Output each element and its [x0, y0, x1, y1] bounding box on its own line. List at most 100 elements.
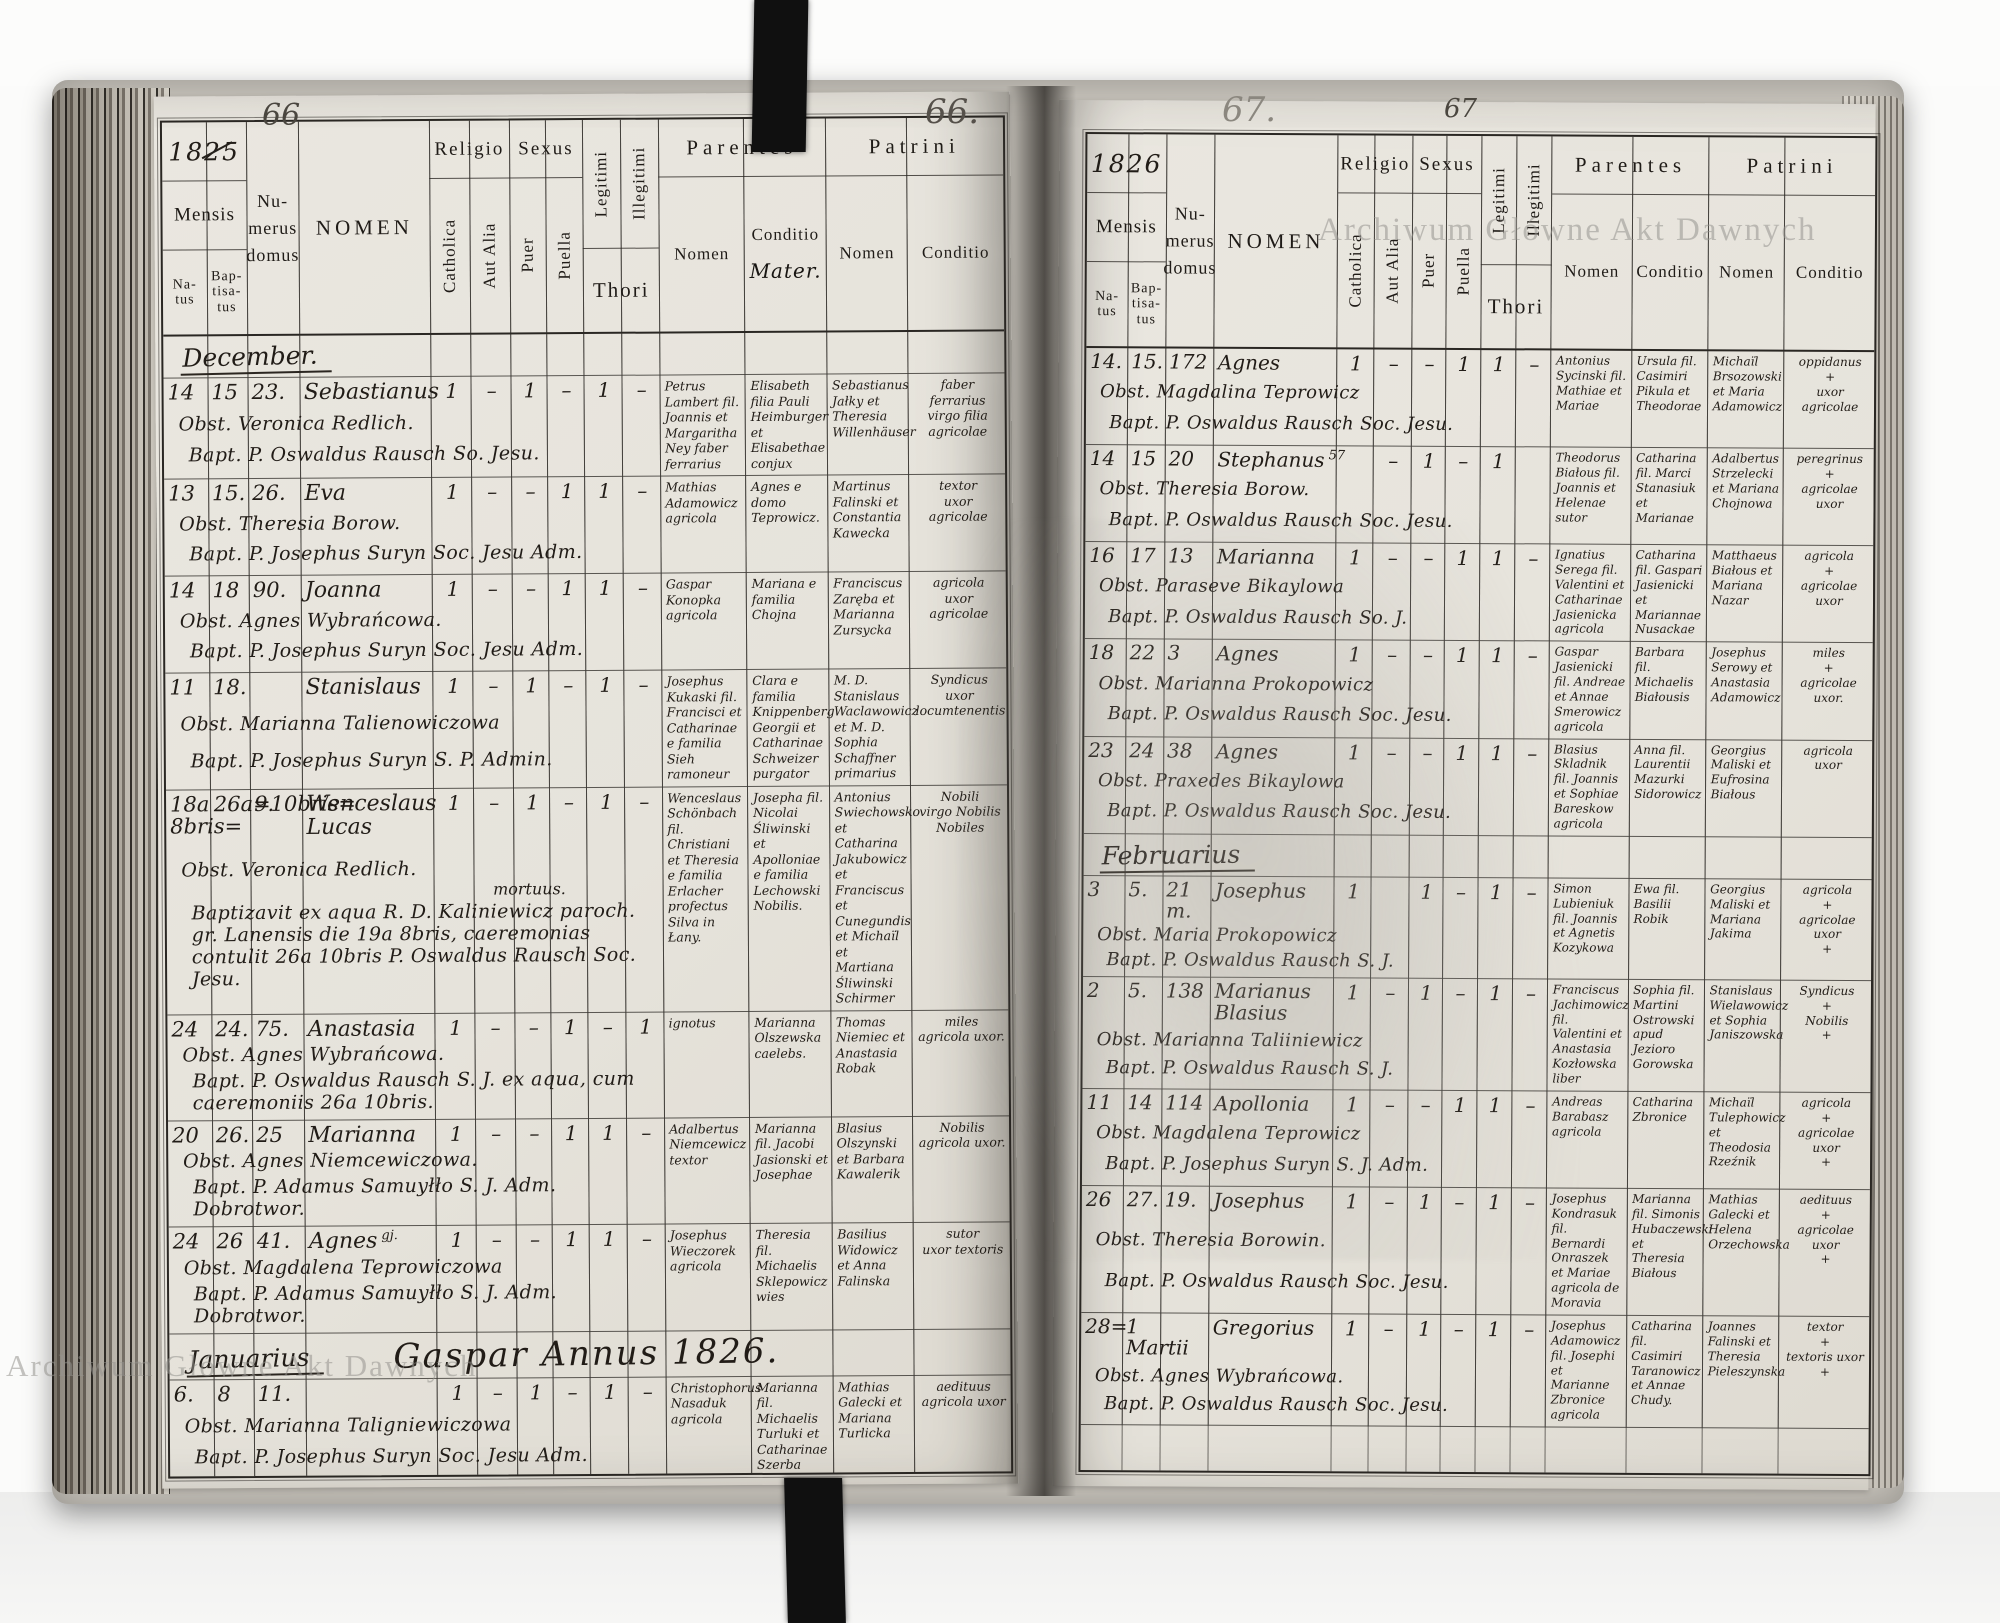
- natus-day: 14: [1089, 446, 1116, 471]
- parentes-nomen: Petrus Lambert fil. Joannis et Margarith…: [664, 378, 740, 472]
- mark-puer: 1: [523, 378, 537, 403]
- page-right: 1826 Mensis Na- tus Bap- tisa- tus Nu- m…: [1052, 99, 1881, 1491]
- parentes-conditio: Anna fil. Laurentii Mazurki Sidorowicz: [1634, 742, 1702, 802]
- mark-catholica: 1: [447, 790, 461, 815]
- col-patrini: Patrini: [1708, 137, 1876, 197]
- midwife-line: Obst. Paraseve Bikaylowa: [1098, 575, 1345, 598]
- parentes-nomen: Josephus Kondrasuk fil. Bernardi Onrasze…: [1551, 1191, 1620, 1310]
- col-illegitimi: Illegitimi: [629, 146, 649, 221]
- natus-day: 24: [171, 1016, 199, 1042]
- col-legitimi: Legitimi: [591, 150, 611, 218]
- record-grid: 11 14 114 Apollonia 1 – – 1 1 – Obst. Ma…: [1082, 1089, 1870, 1189]
- record-grid: 14 15 23. Sebastianus 1 – 1 – 1 – Obst. …: [163, 373, 1005, 478]
- house-number: 11.: [257, 1381, 292, 1406]
- patrini-nomen: Antonius Swiechowsko et Catharina Jakubo…: [834, 788, 921, 1006]
- patrini-nomen: Thomas Niemiec et Anastasia Robak: [835, 1013, 906, 1076]
- record-grid: 14 18 90. Joanna 1 – – 1 1 – Obst. Agnes…: [165, 571, 1007, 672]
- mark-aut-alia: –: [1385, 980, 1396, 1005]
- parentes-conditio: Catharina fil. Gaspari Jasienicki et Mar…: [1635, 547, 1703, 637]
- parentes-conditio: Marianna fil. Michaelis Turluki et Catha…: [756, 1379, 828, 1473]
- mark-puella: –: [563, 789, 575, 814]
- mark-legitimi: 1: [598, 575, 612, 600]
- natus-day: 20: [172, 1123, 199, 1148]
- register-row: 18a 8bris= 26a=10bris= 9. Wenceslaus Luc…: [165, 784, 1009, 1016]
- baptizer-line: Bapt. P. Josephus Suryn Soc. Jesu Adm.: [194, 1444, 589, 1469]
- mark-legitimi: 1: [602, 1120, 615, 1145]
- baptisatus-day: 27.: [1126, 1187, 1159, 1212]
- baptisatus-day: 22: [1129, 640, 1156, 665]
- mark-legitimi: 1: [1488, 1093, 1502, 1118]
- register-row: December.: [163, 331, 1005, 379]
- mark-catholica: 1: [1344, 1316, 1358, 1341]
- mark-puella: 1: [565, 1227, 579, 1252]
- mark-illegitimi: –: [639, 789, 650, 814]
- year-label: 1826: [1090, 148, 1163, 178]
- house-number: 19.: [1164, 1187, 1197, 1212]
- mark-puella: –: [567, 1379, 578, 1404]
- year-label: 1825: [168, 136, 241, 167]
- baptisatus-day: 15.: [211, 481, 246, 506]
- natus-day: 14: [167, 380, 195, 405]
- mark-legitimi: 1: [1491, 546, 1505, 571]
- child-name: Apollonia: [1213, 1091, 1310, 1116]
- register-row: 2 5. 138 Marianus Blasius 1 – 1 – 1 – Ob…: [1082, 976, 1872, 1094]
- mark-aut-alia: –: [486, 378, 497, 403]
- house-number: 90.: [252, 577, 287, 603]
- baptizer-line: Bapt. P. Oswaldus Rausch So. J.: [1108, 605, 1408, 629]
- patrini-nomen: Joannes Falinski et Theresia Pieleszynsk…: [1707, 1319, 1786, 1379]
- record-grid: 6. 8 11. 1 – 1 – 1 – Obst. Marianna Tali…: [170, 1375, 1012, 1478]
- mark-illegitimi: –: [638, 672, 649, 697]
- mark-puer: 1: [525, 789, 539, 814]
- name-annotation: gj.: [381, 1228, 398, 1244]
- baptizer-line: Bapt. P. Oswaldus Rausch Soc. Jesu.: [1109, 411, 1454, 435]
- parentes-nomen: Blasius Skladnik fil. Joannis et Sophiae…: [1553, 741, 1619, 831]
- register-row: 23 24 38 Agnes 1 – – 1 1 – Obst. Praxede…: [1083, 736, 1873, 838]
- parentes-conditio: Agnes e domo Teprowicz.: [751, 478, 820, 525]
- parentes-conditio: Marianna Olszewska caelebs.: [754, 1014, 822, 1061]
- baptisatus-day: 15: [1130, 446, 1157, 471]
- parentes-nomen: Josephus Adamowicz fil. Josephi et Maria…: [1550, 1318, 1621, 1422]
- register-row: 16 17 13 Marianna 1 – – 1 1 – Obst. Para…: [1084, 542, 1874, 644]
- house-number: 26.: [252, 480, 286, 506]
- child-name: Josephus: [1215, 878, 1307, 903]
- register-row: 11 14 114 Apollonia 1 – – 1 1 – Obst. Ma…: [1081, 1088, 1871, 1191]
- patrini-nomen: Matthaeus Białous et Mariana Nazar: [1711, 548, 1777, 608]
- natus-day: 23: [1088, 737, 1114, 762]
- mark-puella: –: [1458, 448, 1469, 474]
- register-row: 24 26 41. Agnes gj. 1 – – 1 1 – Obst. Mag…: [168, 1222, 1011, 1335]
- mark-illegitimi: –: [1529, 352, 1540, 377]
- parentes-nomen: Franciscus Xav. Schmid fil. Adalberti et…: [666, 1478, 752, 1479]
- midwife-line: Obst. Agnes Wybrańcowa.: [182, 1042, 445, 1067]
- col-religio: Religio: [429, 120, 510, 179]
- col-religio: Religio: [1337, 135, 1413, 194]
- mark-catholica: 1: [1349, 351, 1363, 376]
- record-grid: 26 27. 19. Josephus 1 – 1 – 1 – Obst. Th…: [1081, 1186, 1870, 1316]
- house-number: 21 m.: [1166, 877, 1192, 923]
- col-sexus: Sexus: [1412, 135, 1482, 195]
- parentes-nomen: Simon Lubieniuk fil. Joannis et Agnetis …: [1553, 881, 1618, 956]
- patrini-nomen: Blasius Olszynski et Barbara Kawalerik: [836, 1120, 905, 1182]
- parentes-nomen: Adalbertus Niemcewicz textor: [669, 1120, 747, 1168]
- child-name: Stephanus 57: [1217, 447, 1346, 472]
- midwife-line: Obst. Marianna Taliiniewicz: [1096, 1028, 1363, 1052]
- section-row: December.: [163, 331, 1004, 377]
- parentes-conditio: Barbara fil. Michaelis Białousis: [1634, 645, 1694, 705]
- baptizer-line: Bapt. P. Josephus Suryn Soc. Jesu Adm.: [189, 540, 583, 566]
- mark-catholica: 1: [449, 1015, 463, 1040]
- mark-catholica: 1: [445, 479, 459, 504]
- baptizer-line: Bapt. P. Oswaldus Rausch Soc. Jesu.: [1104, 1269, 1449, 1293]
- record-grid: 2 5. 138 Marianus Blasius 1 – 1 – 1 – Ob…: [1082, 977, 1871, 1092]
- table-body-right: 14. 15. 172 Agnes 1 – – 1 1 – Obst. Magd…: [1080, 348, 1875, 1430]
- mark-puella: –: [1454, 1189, 1465, 1214]
- parentes-conditio: Josepha fil. Nicolai Śliwinski et Apollo…: [752, 789, 824, 913]
- mark-legitimi: 1: [1488, 1190, 1501, 1215]
- col-parentes-conditio: Conditio Mater.: [749, 224, 822, 283]
- mark-puella: –: [561, 378, 572, 403]
- page-left: 1825 Mensis Na- tus Bap- tisa- tus Nu- m…: [153, 91, 1019, 1489]
- midwife-line: Obst. Marianna Taligniewiczowa: [184, 1413, 512, 1438]
- baptisatus-day: 26a=10bris=: [213, 790, 357, 816]
- mark-puer: 1: [525, 673, 539, 698]
- baptizer-line: Bapt. P. Josephus Suryn Soc. Jesu Adm.: [189, 637, 584, 663]
- parentes-conditio: Clara e familia Knippenberg Georgii et C…: [752, 672, 835, 781]
- col-catholica: Catholica: [439, 218, 460, 293]
